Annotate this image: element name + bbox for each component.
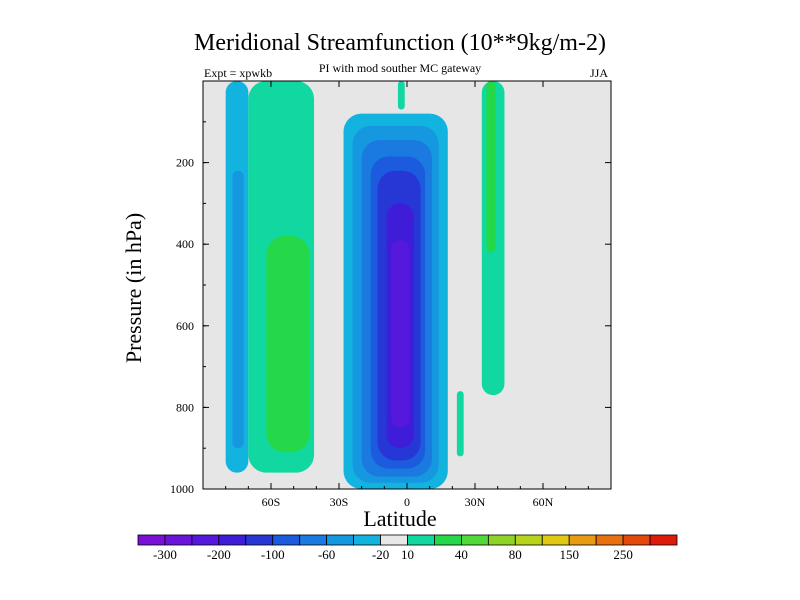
colorbar-swatch	[649, 534, 678, 546]
colorbar-label: 80	[509, 547, 522, 562]
y-tick-label: 200	[176, 156, 194, 170]
colorbar-label: -60	[318, 547, 335, 562]
colorbar-swatch	[191, 534, 220, 546]
colorbar-swatch	[218, 534, 247, 546]
contour-region-sh-polar-cell-inner	[232, 170, 244, 449]
colorbar-swatch	[514, 534, 543, 546]
colorbar-label: 10	[401, 547, 414, 562]
colorbar-swatch	[622, 534, 651, 546]
season-annotation: JJA	[590, 66, 609, 80]
x-tick-label: 60S	[262, 495, 281, 509]
colorbar-swatch	[164, 534, 193, 546]
colorbar-swatch	[380, 534, 408, 546]
colorbar-swatch	[487, 534, 516, 546]
contour-region-eq-upper-filament	[397, 81, 405, 110]
y-tick-label: 1000	[170, 482, 194, 496]
colorbar-swatch	[460, 534, 489, 546]
y-tick-label: 800	[176, 400, 194, 414]
axis-ticks: 60S 30S 0 30N 60N 200 400 600 800 1000	[170, 81, 611, 509]
contour-regions	[225, 81, 505, 489]
colorbar-label: -300	[153, 547, 177, 562]
colorbar-swatch	[595, 534, 624, 546]
colorbar-label: 40	[455, 547, 468, 562]
x-tick-label: 0	[404, 495, 410, 509]
x-tick-label: 60N	[533, 495, 554, 509]
x-axis-label: Latitude	[363, 506, 437, 531]
colorbar-label: 250	[613, 547, 633, 562]
chart-subtitle: PI with mod souther MC gateway	[318, 61, 482, 75]
x-tick-label: 30S	[330, 495, 349, 509]
contour-region-nh-lower-filament	[456, 391, 464, 457]
colorbar-swatch	[407, 534, 435, 546]
colorbar-swatch	[568, 534, 597, 546]
experiment-annotation: Expt = xpwkb	[204, 66, 273, 80]
colorbar-swatch	[326, 534, 354, 546]
contour-region-sh-ferrel-cell-inner	[266, 236, 310, 453]
colorbar-label: -100	[261, 547, 285, 562]
colorbar-swatch	[299, 534, 328, 546]
y-tick-label: 600	[176, 319, 194, 333]
contour-region-nh-streak-inner	[486, 81, 496, 253]
colorbar-swatch	[137, 534, 166, 546]
y-tick-label: 400	[176, 237, 194, 251]
colorbar-label: 150	[559, 547, 579, 562]
colorbar-label: -20	[372, 547, 389, 562]
contour-region-hadley-cell-7	[391, 240, 410, 428]
x-tick-label: 30N	[465, 495, 486, 509]
colorbar-swatch	[272, 534, 301, 546]
colorbar-swatch	[245, 534, 274, 546]
colorbar-swatch	[353, 534, 381, 546]
chart-title: Meridional Streamfunction (10**9kg/m-2)	[194, 30, 606, 56]
colorbar-swatch	[541, 534, 570, 546]
colorbar-swatch	[434, 534, 462, 546]
colorbar: -300 -200 -100 -60 -20 10 40 80 150 250	[137, 534, 678, 562]
colorbar-label: -200	[207, 547, 231, 562]
